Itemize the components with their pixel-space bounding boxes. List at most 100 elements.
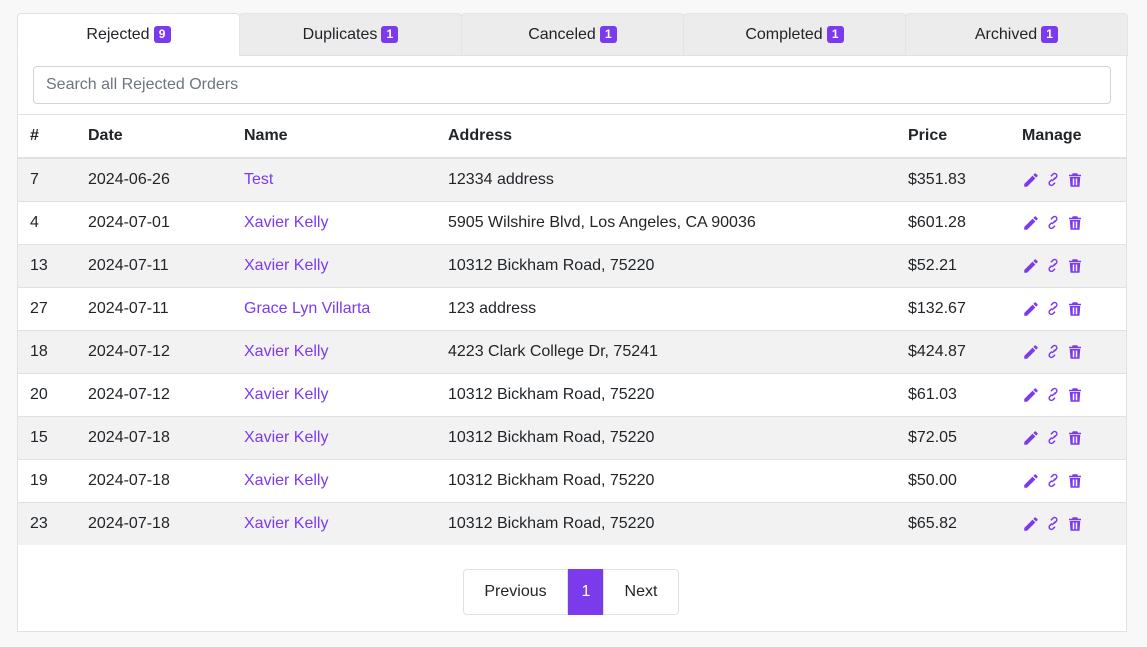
pencil-icon[interactable] <box>1022 472 1040 490</box>
order-date: 2024-06-26 <box>76 158 232 202</box>
manage-actions <box>1022 472 1114 490</box>
tab-duplicates[interactable]: Duplicates 1 <box>239 13 462 56</box>
order-price: $50.00 <box>896 459 1010 503</box>
customer-name-link[interactable]: Xavier Kelly <box>244 256 329 274</box>
link-icon[interactable] <box>1044 515 1062 533</box>
order-date: 2024-07-18 <box>88 514 170 532</box>
pencil-icon[interactable] <box>1022 515 1040 533</box>
order-name-cell: Test <box>232 158 436 202</box>
trash-icon[interactable] <box>1066 386 1084 404</box>
order-address: 10312 Bickham Road, 75220 <box>436 459 896 503</box>
manage-cell <box>1010 459 1126 503</box>
customer-name-link[interactable]: Test <box>244 170 274 188</box>
search-row <box>18 56 1126 115</box>
table-row: 13 2024-07-11 Xavier Kelly 10312 Bickham Ro… <box>18 244 1126 288</box>
manage-cell <box>1010 416 1126 460</box>
link-icon[interactable] <box>1044 214 1062 232</box>
tab-label: Archived <box>974 25 1038 43</box>
count-badge: 1 <box>1041 26 1059 43</box>
column-header-price: Price <box>896 115 1010 159</box>
trash-icon[interactable] <box>1066 429 1084 447</box>
tab-label: Completed <box>745 25 823 43</box>
order-address: 10312 Bickham Road, 75220 <box>436 244 896 288</box>
customer-name-link[interactable]: Xavier Kelly <box>244 514 329 532</box>
manage-cell <box>1010 201 1126 245</box>
customer-name-link[interactable]: Grace Lyn Villarta <box>244 299 371 317</box>
tab-rejected[interactable]: Rejected 9 <box>17 13 240 56</box>
column-header-id: # <box>18 115 76 159</box>
trash-icon[interactable] <box>1066 300 1084 318</box>
order-date: 2024-07-01 <box>76 201 232 245</box>
order-price: $52.21 <box>896 244 1010 288</box>
order-address: 12334 address <box>436 158 896 202</box>
orders-card: # Date Name Address Price Manage 72024-0… <box>17 56 1127 632</box>
pencil-icon[interactable] <box>1022 386 1040 404</box>
order-id: 18 <box>18 330 76 374</box>
link-icon[interactable] <box>1044 343 1062 361</box>
manage-actions <box>1022 386 1114 404</box>
column-header-date: Date <box>76 115 232 159</box>
order-address: 4223 Clark College Dr, 75241 <box>436 330 896 374</box>
tab-canceled[interactable]: Canceled 1 <box>461 13 684 56</box>
previous-page-button[interactable]: Previous <box>463 569 568 615</box>
order-id: 13 <box>18 244 76 288</box>
order-id: 20 <box>18 373 76 417</box>
pencil-icon[interactable] <box>1022 343 1040 361</box>
orders-table: # Date Name Address Price Manage 7 2024-0… <box>18 115 1126 545</box>
trash-icon[interactable] <box>1066 515 1084 533</box>
tab-label: Rejected <box>86 25 150 43</box>
order-name-cell: Xavier Kelly <box>232 201 436 245</box>
count-badge: 9 <box>153 26 171 43</box>
order-price: $351.83 <box>896 158 1010 202</box>
page-1-button[interactable]: 1 <box>568 569 604 615</box>
tab-archived[interactable]: Archived 1 <box>905 13 1128 56</box>
tab-completed[interactable]: Completed 1 <box>683 13 906 56</box>
pencil-icon[interactable] <box>1022 171 1040 189</box>
customer-name-link[interactable]: Xavier Kelly <box>244 428 329 446</box>
manage-cell <box>1010 373 1126 417</box>
link-icon[interactable] <box>1044 429 1062 447</box>
customer-name-link[interactable]: Xavier Kelly <box>244 213 329 231</box>
order-price: $132.67 <box>896 287 1010 331</box>
order-name-cell: Xavier Kelly <box>232 459 436 503</box>
trash-icon[interactable] <box>1066 214 1084 232</box>
pencil-icon[interactable] <box>1022 429 1040 447</box>
link-icon[interactable] <box>1044 386 1062 404</box>
trash-icon[interactable] <box>1066 171 1084 189</box>
link-icon[interactable] <box>1044 300 1062 318</box>
order-name-cell: Grace Lyn Villarta <box>232 287 436 331</box>
search-input[interactable] <box>33 66 1111 104</box>
order-date: 2024-07-18 <box>76 459 232 503</box>
table-row: 27 2024-07-11 Grace Lyn Villarta 123 addres… <box>18 287 1126 331</box>
pencil-icon[interactable] <box>1022 214 1040 232</box>
order-price: $424.87 <box>896 330 1010 374</box>
customer-name-link[interactable]: Xavier Kelly <box>244 342 329 360</box>
link-icon[interactable] <box>1044 171 1062 189</box>
customer-name-link[interactable]: Xavier Kelly <box>244 471 329 489</box>
count-badge: 1 <box>381 26 399 43</box>
trash-icon[interactable] <box>1066 257 1084 275</box>
table-row: 18 2024-07-12 Xavier Kelly 4223 Clark Colle… <box>18 330 1126 374</box>
table-row: 19 2024-07-18 Xavier Kelly 10312 Bickham Ro… <box>18 459 1126 503</box>
customer-name-link[interactable]: Xavier Kelly <box>244 385 329 403</box>
pencil-icon[interactable] <box>1022 257 1040 275</box>
order-id: 4 <box>18 201 76 245</box>
order-price: $65.82 <box>908 514 957 532</box>
next-page-button[interactable]: Next <box>603 569 679 615</box>
table-row: 20 2024-07-12 Xavier Kelly 10312 Bickham Ro… <box>18 373 1126 417</box>
column-header-name: Name <box>232 115 436 159</box>
trash-icon[interactable] <box>1066 343 1084 361</box>
order-id: 19 <box>18 459 76 503</box>
order-date: 2024-07-12 <box>76 330 232 374</box>
manage-cell <box>1010 330 1126 374</box>
column-header-manage: Manage <box>1010 115 1126 159</box>
pencil-icon[interactable] <box>1022 300 1040 318</box>
order-name-cell: Xavier Kelly <box>232 244 436 288</box>
order-address: 5905 Wilshire Blvd, Los Angeles, CA 9003… <box>436 201 896 245</box>
order-date: 2024-07-11 <box>76 244 232 288</box>
order-name-cell: Xavier Kelly <box>232 373 436 417</box>
link-icon[interactable] <box>1044 472 1062 490</box>
trash-icon[interactable] <box>1066 472 1084 490</box>
order-price: $601.28 <box>896 201 1010 245</box>
link-icon[interactable] <box>1044 257 1062 275</box>
